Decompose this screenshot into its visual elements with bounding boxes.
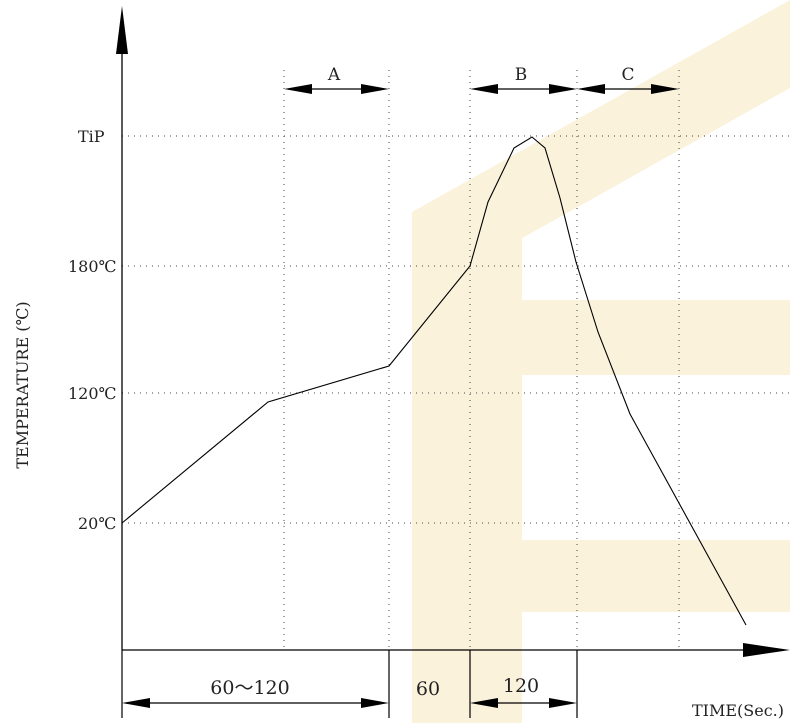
region-label-b: B	[515, 65, 528, 85]
watermark-bar-middle	[522, 300, 790, 375]
region-a-arrowhead-left	[284, 84, 312, 94]
x-axis-arrowhead	[743, 643, 790, 657]
region-a-arrowhead-right	[361, 84, 389, 94]
y-label-180: 180℃	[68, 257, 116, 276]
y-axis-title: TEMPERATURE (℃)	[13, 301, 32, 468]
duration-1-arrowhead-left	[122, 698, 150, 708]
temperature-profile-curve	[121, 136, 747, 626]
region-c-arrowhead-left	[577, 84, 605, 94]
region-label-a: A	[327, 65, 341, 85]
x-axis-title: TIME(Sec.)	[692, 701, 784, 720]
duration-label-60: 60	[416, 678, 440, 700]
duration-label-120: 120	[503, 675, 539, 697]
region-label-c: C	[621, 65, 634, 85]
y-axis-arrowhead	[116, 6, 128, 54]
region-arrows	[284, 84, 679, 94]
duration-1-arrowhead-right	[361, 698, 389, 708]
region-b-arrowhead-right	[549, 84, 577, 94]
watermark-bar-lower	[522, 540, 790, 612]
region-b-arrowhead-left	[470, 84, 498, 94]
watermark-stroke-left	[412, 212, 522, 723]
duration-3-arrowhead-right	[549, 698, 577, 708]
watermark-logo	[412, 0, 790, 723]
grid	[122, 70, 790, 650]
y-label-20: 20℃	[78, 514, 116, 533]
y-label-120: 120℃	[68, 384, 116, 403]
duration-markers	[121, 650, 578, 718]
duration-3-arrowhead-left	[470, 698, 498, 708]
region-c-arrowhead-right	[651, 84, 679, 94]
duration-label-60-120: 60～120	[210, 677, 289, 699]
y-label-tip: TiP	[78, 127, 105, 146]
